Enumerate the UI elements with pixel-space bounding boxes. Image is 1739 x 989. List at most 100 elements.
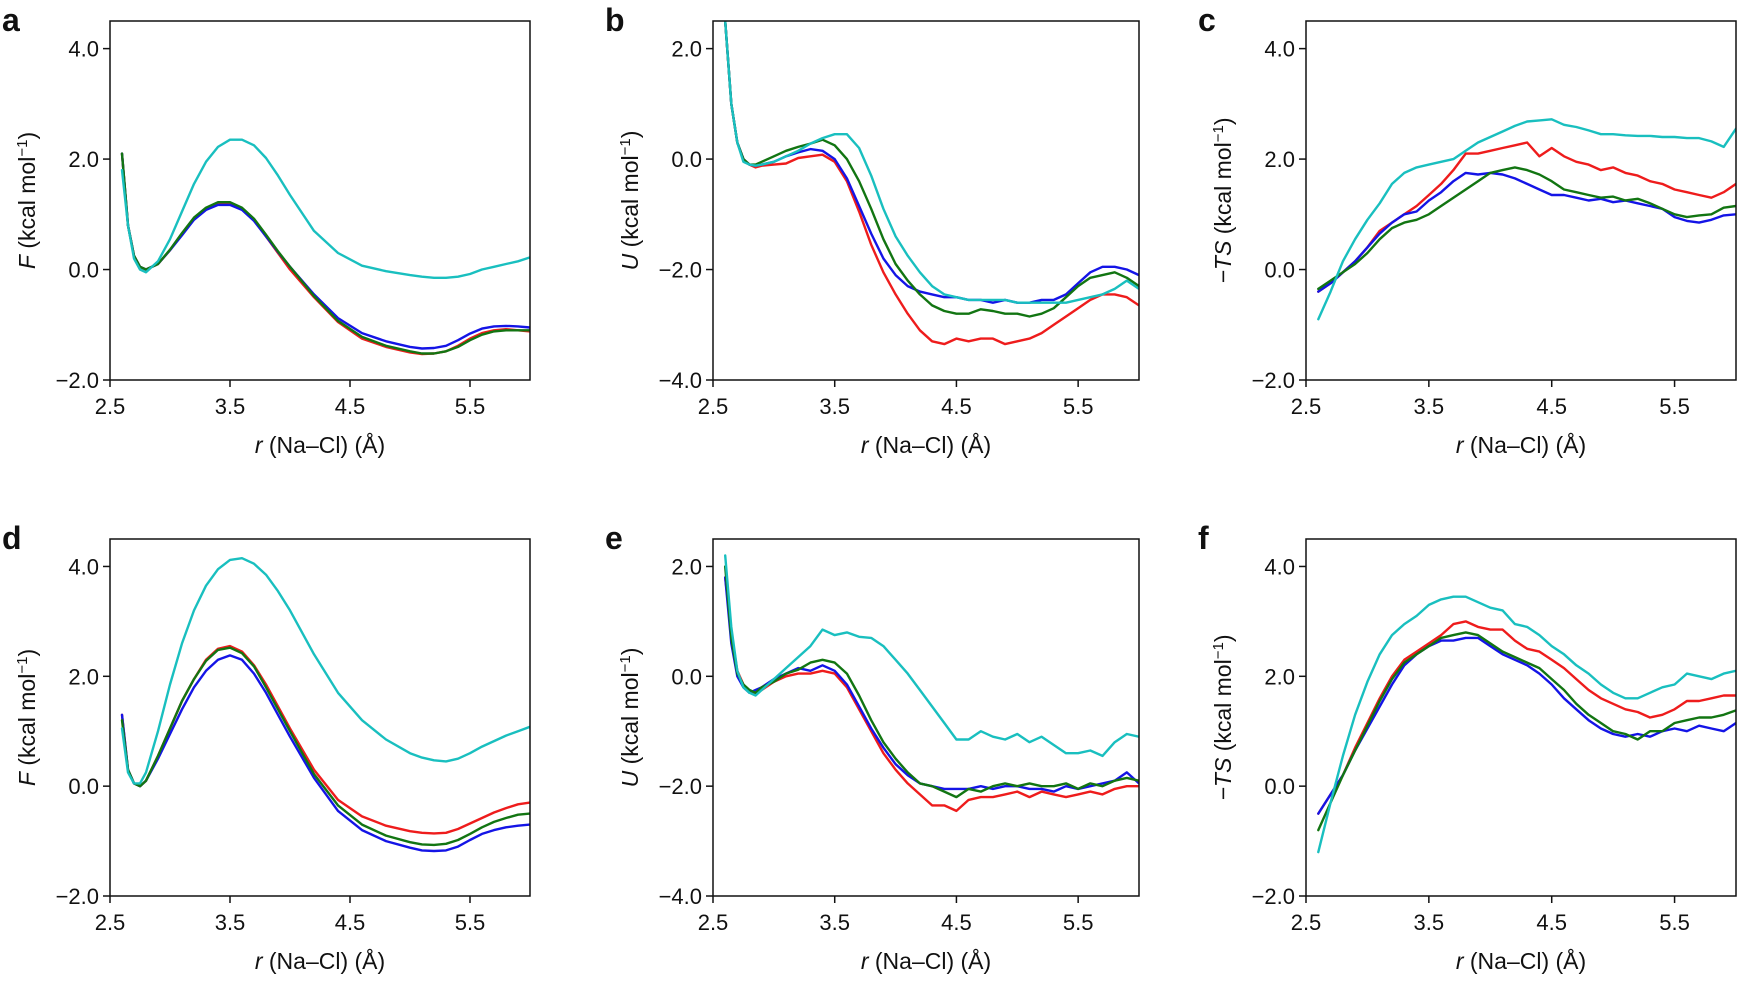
panel-letter: b [605,2,625,38]
x-label-text: (Na–Cl) (Å) [263,947,386,974]
y-label-close: ) [1210,117,1236,125]
y-tick-label: 0.0 [68,774,99,799]
series-line-cyan [724,554,1139,758]
y-tick-label: 0.0 [68,258,99,283]
x-tick-label: 3.5 [215,910,246,935]
y-axis-label: F (kcal mol−1) [14,132,41,269]
y-label-text: (kcal mol [1210,659,1236,757]
y-label-symbol: −TS [1210,757,1236,800]
series-line-blue [1317,171,1736,293]
series-line-blue [120,152,530,350]
series-line-cyan [1317,118,1736,321]
x-tick-label: 2.5 [698,394,729,419]
y-axis-label: −TS (kcal mol−1) [1210,117,1237,283]
y-label-superscript: −1 [14,140,31,157]
panel-letter: d [2,520,22,556]
x-tick-label: 5.5 [1063,394,1094,419]
x-tick-label: 3.5 [1414,394,1445,419]
x-axis-label: r (Na–Cl) (Å) [861,431,991,458]
y-tick-label: 4.0 [1264,37,1295,62]
x-tick-label: 3.5 [215,394,246,419]
y-label-close: ) [14,649,40,657]
y-label-superscript: −1 [617,138,634,155]
series-group [120,138,530,356]
x-label-symbol: r [861,948,870,974]
y-label-text: (kcal mol [14,157,40,255]
y-tick-label: −2.0 [56,884,99,909]
series-line-green [724,565,1139,799]
axes-frame [712,538,1140,897]
panel-c: 2.5 3.5 4.5 5.5 −2.0 0.0 2.0 4.0 r (Na–Cl) (Å) −T… [1198,2,1737,458]
y-tick-label: −4.0 [659,884,702,909]
x-axis-label: r (Na–Cl) (Å) [861,947,991,974]
x-label-text: (Na–Cl) (Å) [263,431,386,458]
panel-letter: c [1198,2,1216,38]
series-line-green [1317,631,1736,832]
y-tick-label: 0.0 [1264,258,1295,283]
y-tick-label: 4.0 [68,37,99,62]
panel-a: 2.5 3.5 4.5 5.5 −2.0 0.0 2.0 4.0 r (Na–Cl) (Å) F … [2,2,531,458]
y-tick-label: 0.0 [671,147,702,172]
y-tick-label: 2.0 [1264,664,1295,689]
series-line-red [724,576,1139,813]
x-label-symbol: r [861,432,870,458]
y-tick-label: 2.0 [68,147,99,172]
x-tick-label: 2.5 [95,394,126,419]
y-tick-label: 0.0 [671,664,702,689]
series-group [724,21,1139,346]
y-label-superscript: −1 [617,655,634,672]
x-label-symbol: r [255,432,264,458]
y-tick-label: −2.0 [659,774,702,799]
panel-f: 2.5 3.5 4.5 5.5 −2.0 0.0 2.0 4.0 r (Na–Cl) (Å) −T… [1198,520,1737,974]
y-label-close: ) [617,131,643,139]
series-line-cyan [1317,595,1736,854]
x-tick-label: 5.5 [455,394,486,419]
x-tick-label: 4.5 [1536,910,1567,935]
y-axis-label: −TS (kcal mol−1) [1210,634,1237,800]
y-tick-label: −2.0 [659,258,702,283]
series-line-red [120,152,530,356]
x-tick-label: 3.5 [819,394,850,419]
series-line-blue [120,654,530,853]
x-label-text: (Na–Cl) (Å) [869,947,992,974]
y-label-symbol: F [14,253,40,269]
panel-letter: e [605,520,623,556]
axes-frame [1305,20,1737,381]
x-tick-label: 3.5 [1414,910,1445,935]
y-label-close: ) [617,648,643,656]
x-tick-label: 2.5 [698,910,729,935]
y-axis-label: U (kcal mol−1) [617,131,644,271]
y-label-symbol: −TS [1210,240,1236,283]
x-label-symbol: r [255,948,264,974]
series-line-red [1317,620,1736,815]
panel-letter: f [1198,520,1209,556]
series-group [120,557,530,853]
y-tick-label: 2.0 [671,554,702,579]
y-label-text: (kcal mol [617,155,643,253]
y-label-text: (kcal mol [617,672,643,770]
x-tick-label: 4.5 [941,394,972,419]
y-tick-label: −2.0 [56,368,99,393]
y-tick-label: −2.0 [1252,368,1295,393]
y-tick-label: 4.0 [68,554,99,579]
series-line-blue [1317,636,1736,815]
x-label-text: (Na–Cl) (Å) [1464,947,1587,974]
x-tick-label: 5.5 [1659,910,1690,935]
y-tick-label: 4.0 [1264,554,1295,579]
series-line-cyan [120,557,530,785]
y-label-symbol: U [617,770,643,787]
x-axis-label: r (Na–Cl) (Å) [255,431,385,458]
x-tick-label: 3.5 [819,910,850,935]
panel-d: 2.5 3.5 4.5 5.5 −2.0 0.0 2.0 4.0 r (Na–Cl) (Å) F … [2,520,531,974]
y-tick-label: −2.0 [1252,884,1295,909]
series-line-red [724,21,1139,346]
x-label-text: (Na–Cl) (Å) [1464,431,1587,458]
series-group [1317,595,1736,854]
y-label-close: ) [1210,634,1236,642]
series-line-green [120,646,530,847]
y-tick-label: 2.0 [68,664,99,689]
axes-frame [712,20,1140,381]
x-label-symbol: r [1456,432,1465,458]
x-tick-label: 5.5 [1063,910,1094,935]
y-axis-label: F (kcal mol−1) [14,649,41,786]
